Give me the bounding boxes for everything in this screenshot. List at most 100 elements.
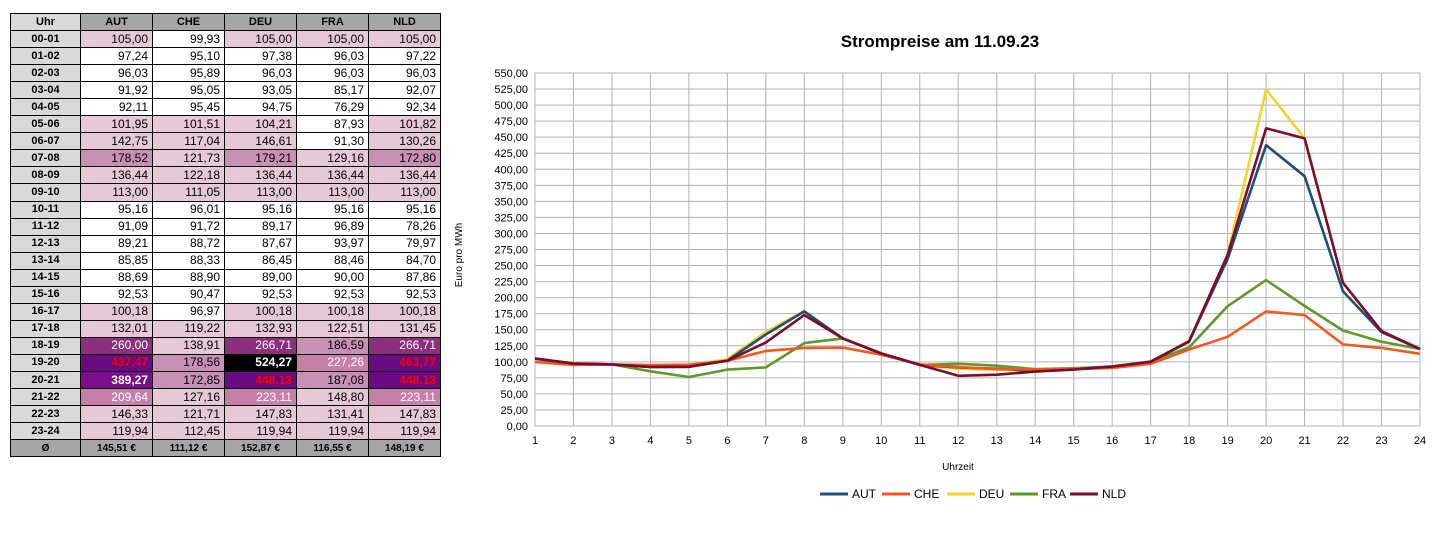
y-tick-label: 450,00 <box>494 132 528 144</box>
header-nld: NLD <box>368 12 441 32</box>
price-cell-che: 121,73 <box>152 149 225 168</box>
x-tick-label: 17 <box>1145 435 1157 447</box>
price-cell-che: 95,45 <box>152 98 225 117</box>
hour-cell: 14-15 <box>10 268 81 287</box>
price-cell-che: 117,04 <box>152 132 225 151</box>
y-tick-labels: 0,00 25,00 50,00 75,00 100,00 125,00 150,00 175… <box>494 68 528 433</box>
price-cell-nld: 448,13 <box>368 370 441 390</box>
price-cell-che: 101,51 <box>152 115 225 134</box>
x-tick-label: 12 <box>952 435 964 447</box>
price-cell-aut: 100,18 <box>80 302 153 321</box>
price-cell-che: 95,89 <box>152 64 225 83</box>
price-cell-che: 119,22 <box>152 319 225 338</box>
x-tick-label: 7 <box>763 435 769 447</box>
price-cell-aut: 85,85 <box>80 251 153 270</box>
price-cell-nld: 223,11 <box>368 388 441 407</box>
table-row: 02-03 96,03 95,89 96,03 96,03 96,03 <box>10 64 441 83</box>
price-cell-aut: 146,33 <box>80 405 153 424</box>
price-cell-che: 88,90 <box>152 268 225 287</box>
x-tick-label: 13 <box>991 435 1003 447</box>
price-cell-aut: 91,09 <box>80 217 153 236</box>
y-tick-label: 325,00 <box>494 212 528 224</box>
price-cell-fra: 122,51 <box>296 319 369 338</box>
x-tick-label: 16 <box>1106 435 1118 447</box>
y-tick-label: 100,00 <box>494 357 528 369</box>
y-tick-label: 300,00 <box>494 228 528 240</box>
price-cell-fra: 119,94 <box>296 422 369 441</box>
hour-cell: 17-18 <box>10 319 81 338</box>
table-row: 07-08 178,52 121,73 179,21 129,16 172,80 <box>10 149 441 168</box>
price-cell-deu: 86,45 <box>224 251 297 270</box>
hour-cell: 23-24 <box>10 422 81 441</box>
series-line-aut <box>534 143 1421 373</box>
price-cell-fra: 100,18 <box>296 302 369 321</box>
price-cell-che: 111,05 <box>152 183 225 202</box>
x-tick-label: 2 <box>570 435 576 447</box>
price-cell-deu: 96,03 <box>224 64 297 83</box>
hour-cell: 08-09 <box>10 166 81 185</box>
header-che: CHE <box>152 12 225 32</box>
plot-area <box>534 72 1421 427</box>
x-tick-label: 15 <box>1068 435 1080 447</box>
table-row: 01-02 97,24 95,10 97,38 96,03 97,22 <box>10 47 441 66</box>
header-fra: FRA <box>296 12 369 32</box>
y-tick-label: 0,00 <box>507 421 528 433</box>
table-row: 18-19 260,00 138,91 266,71 186,59 266,71 <box>10 336 441 355</box>
price-cell-aut: 389,27 <box>80 370 153 390</box>
x-tick-label: 9 <box>840 435 846 447</box>
price-table-container: Uhr AUT CHE DEU FRA NLD 00-01 105,00 99,93… <box>10 12 441 458</box>
price-cell-deu: 92,53 <box>224 285 297 304</box>
price-cell-deu: 89,17 <box>224 217 297 236</box>
y-tick-label: 350,00 <box>494 196 528 208</box>
table-row: 22-23 146,33 121,71 147,83 131,41 147,83 <box>10 405 441 424</box>
price-cell-fra: 91,30 <box>296 132 369 151</box>
price-cell-deu: 89,00 <box>224 268 297 287</box>
price-cell-nld: 147,83 <box>368 405 441 424</box>
hour-cell: 01-02 <box>10 47 81 66</box>
price-cell-aut: 97,24 <box>80 47 153 66</box>
y-tick-label: 500,00 <box>494 100 528 112</box>
x-tick-label: 8 <box>801 435 807 447</box>
price-cell-deu: 95,16 <box>224 200 297 219</box>
price-cell-fra: 227,26 <box>296 353 369 372</box>
y-tick-label: 525,00 <box>494 84 528 96</box>
price-cell-nld: 105,00 <box>368 30 441 49</box>
price-cell-deu: 97,38 <box>224 47 297 66</box>
table-header-row: Uhr AUT CHE DEU FRA NLD <box>10 12 441 32</box>
hour-cell: 00-01 <box>10 30 81 49</box>
hour-cell: 04-05 <box>10 98 81 117</box>
price-cell-nld: 172,80 <box>368 149 441 168</box>
hour-cell: 18-19 <box>10 336 81 355</box>
series-line-deu <box>534 88 1421 372</box>
x-tick-label: 10 <box>875 435 887 447</box>
y-tick-label: 200,00 <box>494 293 528 305</box>
price-cell-che: 99,93 <box>152 30 225 49</box>
price-cell-che: 95,10 <box>152 47 225 66</box>
x-tick-label: 24 <box>1414 435 1426 447</box>
price-cell-nld: 78,26 <box>368 217 441 236</box>
price-cell-fra: 96,03 <box>296 64 369 83</box>
y-tick-label: 425,00 <box>494 148 528 160</box>
table-row: 05-06 101,95 101,51 104,21 87,93 101,82 <box>10 115 441 134</box>
y-axis-label: Euro pro MWh <box>454 223 465 287</box>
table-row: 17-18 132,01 119,22 132,93 122,51 131,45 <box>10 319 441 338</box>
price-cell-deu: 147,83 <box>224 405 297 424</box>
chart-legend: AUT CHE DEU FRA NLD <box>820 487 1126 501</box>
y-tick-label: 125,00 <box>494 341 528 353</box>
hour-cell: 13-14 <box>10 251 81 270</box>
legend-label: AUT <box>852 487 877 501</box>
price-cell-deu: 105,00 <box>224 30 297 49</box>
x-tick-labels: 1 2 3 4 5 6 7 8 9 10 11 12 13 14 15 16 17 18 19 20 21 22 23 24 <box>532 435 1426 447</box>
price-cell-che: 96,97 <box>152 302 225 321</box>
hour-cell: 20-21 <box>10 370 81 390</box>
y-tick-label: 250,00 <box>494 261 528 273</box>
price-cell-fra: 131,41 <box>296 405 369 424</box>
average-cell-fra: 116,55 € <box>296 439 369 458</box>
price-cell-nld: 136,44 <box>368 166 441 185</box>
legend-label: CHE <box>914 487 939 501</box>
price-cell-fra: 187,08 <box>296 370 369 390</box>
price-cell-nld: 92,34 <box>368 98 441 117</box>
price-cell-fra: 76,29 <box>296 98 369 117</box>
x-tick-label: 22 <box>1337 435 1349 447</box>
price-cell-nld: 96,03 <box>368 64 441 83</box>
